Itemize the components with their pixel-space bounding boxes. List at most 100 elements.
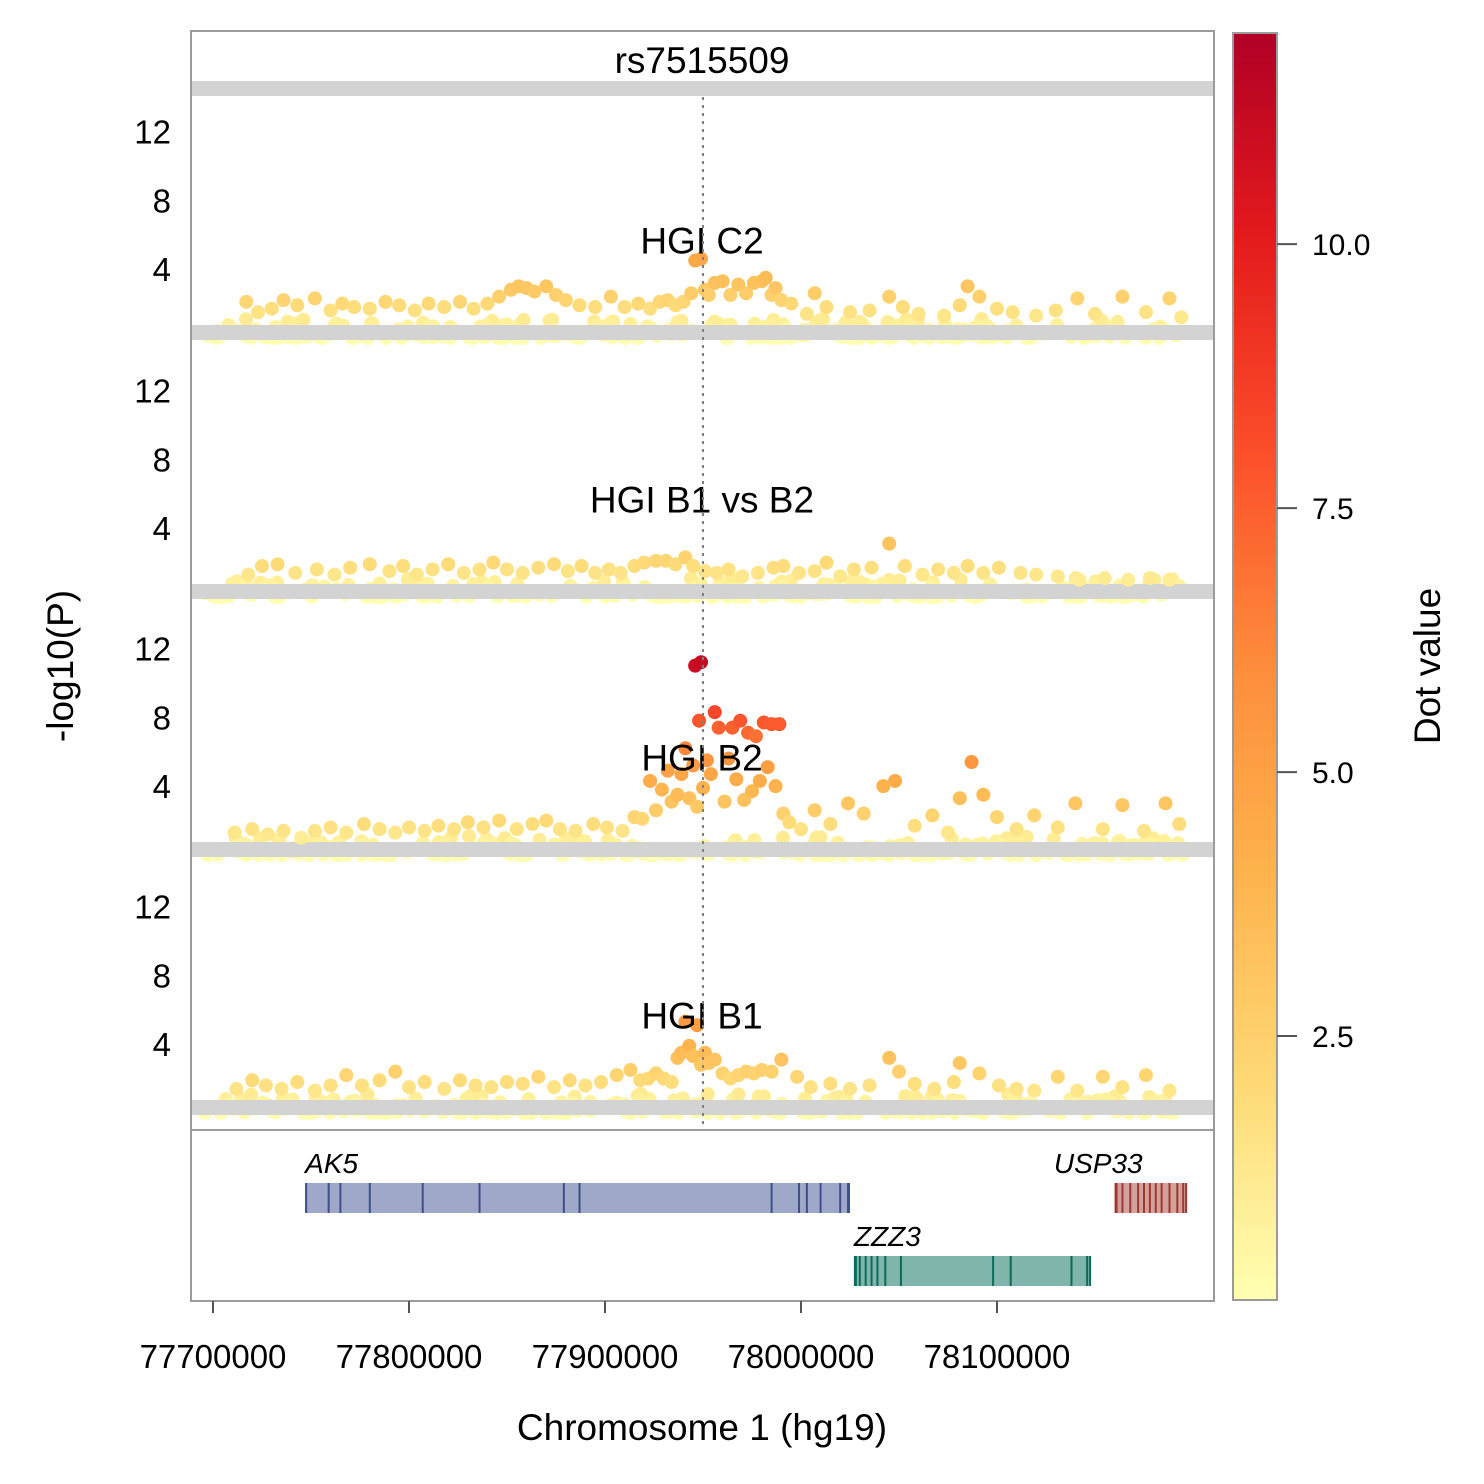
x-tick-label: 77900000: [532, 1338, 679, 1375]
snp-point: [862, 1078, 877, 1093]
gene-exon: [1154, 1183, 1157, 1213]
snp-point: [572, 298, 587, 313]
snp-point: [843, 305, 857, 320]
snp-point: [1137, 823, 1151, 838]
snp-point: [509, 822, 524, 837]
snp-point: [500, 562, 514, 577]
gene-exon: [368, 1183, 371, 1213]
snp-point: [690, 1018, 705, 1033]
gene-exon: [864, 1256, 867, 1286]
y-tick-label: 8: [153, 182, 171, 219]
significant-points: [241, 536, 1177, 587]
snp-point: [684, 286, 699, 301]
y-tick-label: 12: [134, 372, 171, 409]
chart-title: rs7515509: [615, 40, 790, 81]
snp-point: [1027, 1083, 1042, 1098]
snp-point: [1029, 308, 1044, 323]
snp-point: [701, 287, 716, 302]
snp-point: [527, 284, 542, 299]
snp-point: [568, 823, 583, 838]
gene-body: [853, 1256, 1092, 1286]
y-tick-label: 8: [153, 957, 171, 994]
gene-exon: [992, 1256, 995, 1286]
colorbar-gradient: [1232, 32, 1278, 1301]
snp-point: [1162, 1083, 1177, 1098]
snp-point: [915, 567, 930, 582]
colorbar-ticks: 2.5 5.0 7.5 10.0: [1277, 229, 1370, 1054]
snp-point: [515, 565, 530, 580]
snp-point: [309, 562, 324, 577]
snp-point: [601, 562, 616, 577]
snp-point-background: [898, 1089, 913, 1104]
snp-point: [1121, 572, 1136, 587]
snp-point: [792, 565, 807, 580]
snp-point: [421, 296, 436, 311]
snp-point: [562, 1073, 577, 1088]
snp-point: [892, 1064, 906, 1079]
snp-point: [1009, 822, 1024, 837]
snp-point: [525, 817, 540, 832]
snp-point: [882, 289, 897, 304]
colorbar-label: Dot value: [1407, 588, 1448, 744]
snp-point: [1050, 569, 1065, 584]
snp-point: [378, 294, 393, 309]
snp-point: [925, 808, 940, 823]
gene-exon: [1143, 1183, 1145, 1213]
snp-point-background: [809, 830, 824, 845]
snp-point: [664, 1075, 679, 1090]
snp-point: [911, 306, 926, 321]
snp-point: [960, 559, 975, 574]
snp-point: [703, 767, 718, 782]
snp-point: [500, 1075, 514, 1090]
panel-2: HGI B2: [192, 655, 1213, 862]
title-strip: [192, 81, 1213, 96]
snp-point: [241, 567, 256, 582]
snp-point: [294, 830, 309, 845]
snp-point: [1142, 571, 1157, 586]
colorbar-tick-label: 7.5: [1312, 493, 1354, 526]
snp-point: [776, 559, 791, 574]
colorbar-tick-label: 5.0: [1312, 757, 1354, 790]
snp-point: [927, 1081, 942, 1096]
snp-point-background: [756, 1089, 771, 1104]
snp-point: [941, 825, 955, 840]
snp-point: [447, 822, 462, 837]
panel-0: HGI C2: [192, 221, 1213, 345]
snp-point: [362, 557, 377, 572]
snp-point: [660, 763, 675, 778]
snp-point: [1115, 1080, 1130, 1095]
snp-point: [1027, 808, 1042, 823]
snp-point: [843, 1081, 857, 1096]
snp-point: [1138, 305, 1153, 320]
snp-point: [690, 799, 705, 814]
snp-point: [972, 1066, 987, 1081]
snp-point-background: [244, 1087, 259, 1102]
gene-exon: [848, 1183, 850, 1213]
colorbar-tick-label: 10.0: [1312, 229, 1370, 262]
snp-point: [864, 560, 879, 575]
snp-point: [539, 813, 554, 828]
gene-exon: [839, 1183, 842, 1213]
y-tick-label: 4: [153, 510, 171, 547]
gene-exon: [1137, 1183, 1140, 1213]
snp-point: [402, 1080, 416, 1095]
snp-point: [382, 564, 397, 579]
snp-point: [339, 825, 354, 840]
snp-point: [307, 291, 322, 306]
gene-exon: [1070, 1256, 1073, 1286]
x-tick-label: 78100000: [924, 1338, 1071, 1375]
snp-point: [707, 1052, 722, 1067]
snp-point: [1158, 796, 1173, 811]
gene-zzz3: ZZZ3: [853, 1221, 1092, 1286]
y-tick-label: 12: [134, 113, 171, 150]
snp-point: [686, 559, 701, 574]
snp-point: [678, 741, 693, 756]
snp-point: [372, 1073, 387, 1088]
snp-point: [758, 270, 773, 285]
snp-point: [694, 655, 709, 670]
y-tick-label: 12: [134, 630, 171, 667]
colorbar: 2.5 5.0 7.5 10.0 Dot value: [1232, 32, 1448, 1301]
snp-point: [484, 1080, 499, 1095]
snp-point: [897, 559, 912, 574]
